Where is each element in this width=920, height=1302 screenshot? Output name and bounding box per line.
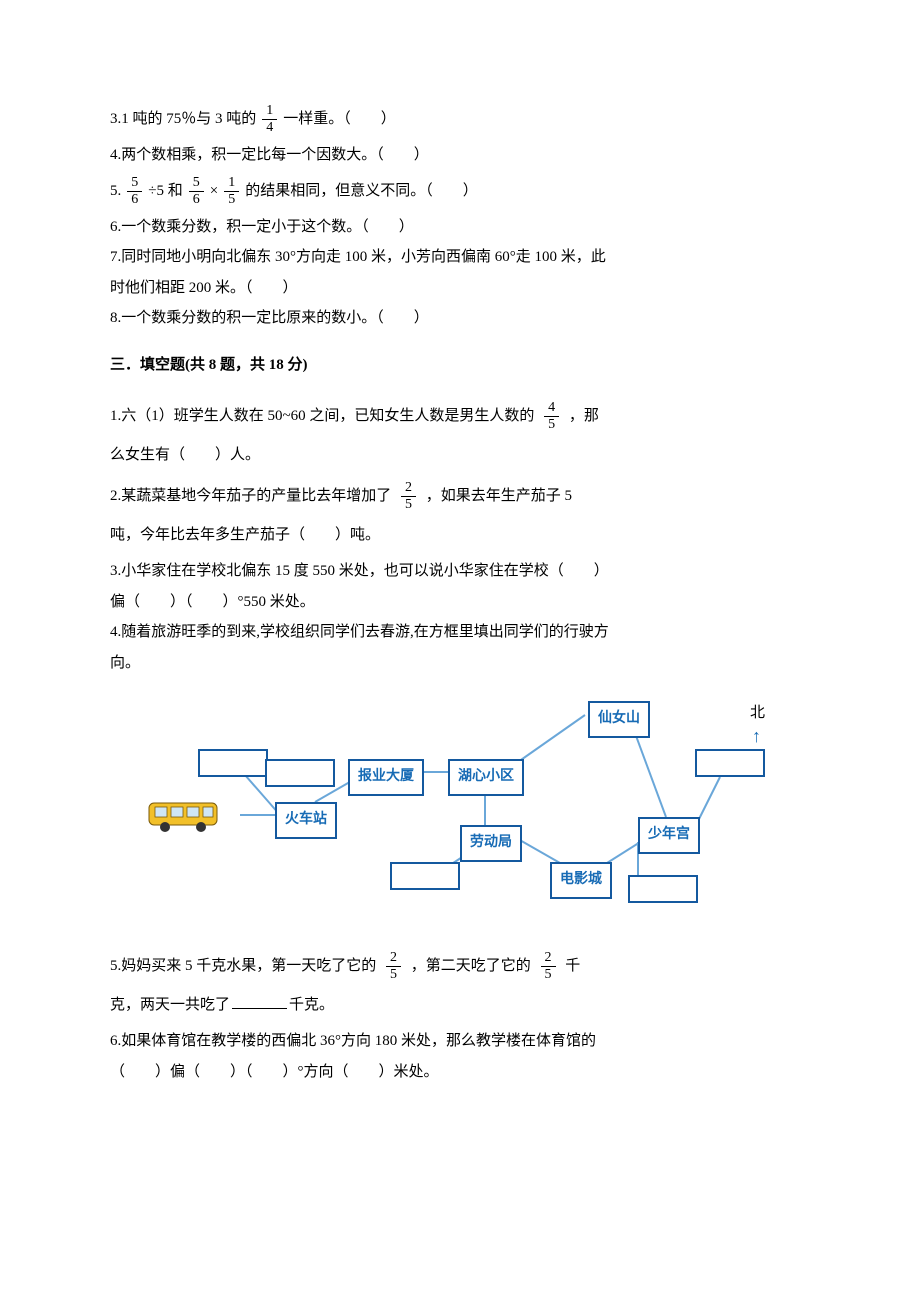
q5-p3: × <box>210 172 218 211</box>
q5-fraction-2: 5 6 <box>189 176 204 207</box>
route-diagram: 北 ↑ 仙女山 报业大厦 湖心小区 火车站 劳动局 少年宫 电影城 <box>140 697 780 917</box>
fill-question-6: 6.如果体育馆在教学楼的西偏北 36°方向 180 米处，那么教学楼在体育馆的 … <box>110 1027 810 1086</box>
q3-suffix: 一样重。（ ） <box>283 100 396 139</box>
f5-p3: 千 <box>565 958 580 974</box>
f1-p1: 1.六（1）班学生人数在 50~60 之间，已知女生人数是男生人数的 <box>110 408 534 424</box>
f5-fraction-1: 2 5 <box>386 951 401 982</box>
q5-fraction-3: 1 5 <box>224 176 239 207</box>
f6-line1: 6.如果体育馆在教学楼的西偏北 36°方向 180 米处，那么教学楼在体育馆的 <box>110 1027 810 1056</box>
box-shaonian: 少年宫 <box>638 817 700 854</box>
q7-line1: 7.同时同地小明向北偏东 30°方向走 100 米，小芳向西偏南 60°走 10… <box>110 243 810 272</box>
q5-p2: ÷5 和 <box>148 172 182 211</box>
answer-box-3[interactable] <box>695 749 765 777</box>
box-xiannv: 仙女山 <box>588 701 650 738</box>
f5-p2: ，第二天吃了它的 <box>411 958 531 974</box>
q7-line2: 时他们相距 200 米。（ ） <box>110 274 810 303</box>
question-4: 4.两个数相乘，积一定比每一个因数大。（ ） <box>110 141 810 170</box>
q5-p4: 的结果相同，但意义不同。（ ） <box>245 172 478 211</box>
box-huxin: 湖心小区 <box>448 759 524 796</box>
box-dianying: 电影城 <box>550 862 612 899</box>
answer-box-5[interactable] <box>628 875 698 903</box>
f3-line1: 3.小华家住在学校北偏东 15 度 550 米处，也可以说小华家住在学校（ ） <box>110 557 810 586</box>
f2-fraction: 2 5 <box>401 481 416 512</box>
box-huoche: 火车站 <box>275 802 337 839</box>
fill-question-3: 3.小华家住在学校北偏东 15 度 550 米处，也可以说小华家住在学校（ ） … <box>110 557 810 616</box>
question-6: 6.一个数乘分数，积一定小于这个数。（ ） <box>110 213 810 242</box>
f2-p1: 2.某蔬菜基地今年茄子的产量比去年增加了 <box>110 488 391 504</box>
f2-p3: 吨，今年比去年多生产茄子（ ）吨。 <box>110 527 380 543</box>
q5-fraction-1: 5 6 <box>127 176 142 207</box>
f5-p4a: 克，两天一共吃了 <box>110 997 230 1013</box>
q4-text: 4.两个数相乘，积一定比每一个因数大。（ ） <box>110 141 429 170</box>
f5-p4b: 千克。 <box>289 997 334 1013</box>
box-baoye: 报业大厦 <box>348 759 424 796</box>
q5-p1: 5. <box>110 172 121 211</box>
box-laodong: 劳动局 <box>460 825 522 862</box>
f4-line2: 向。 <box>110 649 810 678</box>
f1-p2: ，那 <box>569 408 599 424</box>
f4-line1: 4.随着旅游旺季的到来,学校组织同学们去春游,在方框里填出同学们的行驶方 <box>110 618 810 647</box>
answer-box-4[interactable] <box>390 862 460 890</box>
answer-box-2[interactable] <box>265 759 335 787</box>
f1-fraction: 4 5 <box>544 401 559 432</box>
section-3-header: 三．填空题(共 8 题，共 18 分) <box>110 351 810 380</box>
f5-p1: 5.妈妈买来 5 千克水果，第一天吃了它的 <box>110 958 376 974</box>
f5-fraction-2: 2 5 <box>541 951 556 982</box>
fill-question-4: 4.随着旅游旺季的到来,学校组织同学们去春游,在方框里填出同学们的行驶方 向。 <box>110 618 810 677</box>
fill-question-2: 2.某蔬菜基地今年茄子的产量比去年增加了 2 5 ，如果去年生产茄子 5 吨，今… <box>110 477 810 555</box>
question-3: 3.1 吨的 75％与 3 吨的 1 4 一样重。（ ） <box>110 100 810 139</box>
f2-p2: ，如果去年生产茄子 5 <box>426 488 572 504</box>
f1-p3: 么女生有（ ）人。 <box>110 447 260 463</box>
fill-question-5: 5.妈妈买来 5 千克水果，第一天吃了它的 2 5 ，第二天吃了它的 2 5 千… <box>110 947 810 1025</box>
f3-line2: 偏（ ）（ ）°550 米处。 <box>110 588 810 617</box>
q3-prefix: 3.1 吨的 75％与 3 吨的 <box>110 100 256 139</box>
q3-fraction: 1 4 <box>262 104 277 135</box>
question-5: 5. 5 6 ÷5 和 5 6 × 1 5 的结果相同，但意义不同。（ ） <box>110 172 810 211</box>
f5-blank[interactable] <box>232 994 287 1009</box>
fill-question-1: 1.六（1）班学生人数在 50~60 之间，已知女生人数是男生人数的 4 5 ，… <box>110 397 810 475</box>
bus-icon <box>145 795 225 835</box>
answer-box-1[interactable] <box>198 749 268 777</box>
q6-text: 6.一个数乘分数，积一定小于这个数。（ ） <box>110 213 414 242</box>
f6-line2: （ ）偏（ ）（ ）°方向（ ）米处。 <box>110 1058 810 1087</box>
question-7: 7.同时同地小明向北偏东 30°方向走 100 米，小芳向西偏南 60°走 10… <box>110 243 810 302</box>
q8-text: 8.一个数乘分数的积一定比原来的数小。（ ） <box>110 304 429 333</box>
question-8: 8.一个数乘分数的积一定比原来的数小。（ ） <box>110 304 810 333</box>
